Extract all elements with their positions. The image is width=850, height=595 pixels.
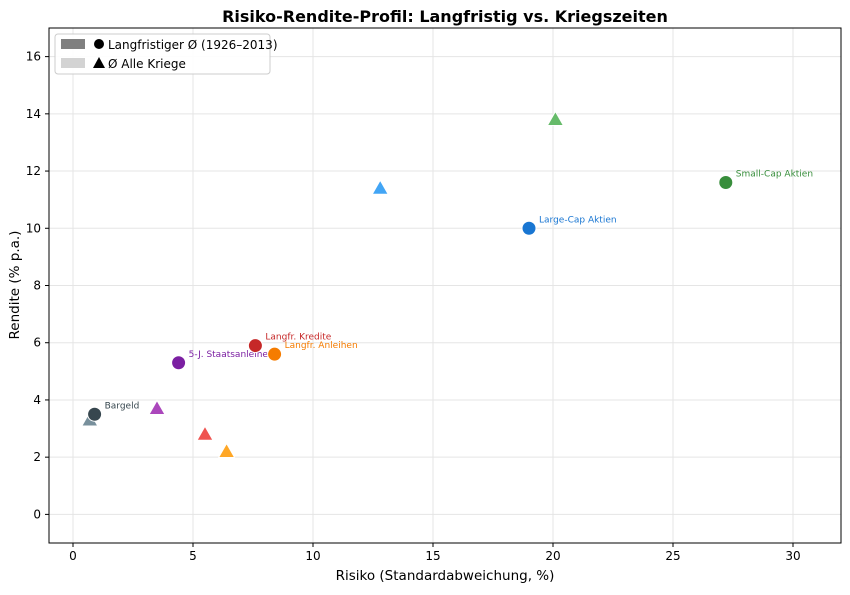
x-tick-label: 10 (305, 549, 320, 563)
chart-title: Risiko-Rendite-Profil: Langfristig vs. K… (222, 7, 668, 26)
data-points: Bargeld 5-J. Staatsanleihen Langfr. Kredit… (80, 110, 813, 458)
point-label: Langfr. Kredite (265, 333, 331, 343)
y-tick-label: 12 (26, 164, 41, 178)
longterm-point-circle (87, 406, 103, 422)
war-point-triangle (217, 442, 236, 458)
legend-swatch-longterm (61, 39, 85, 49)
x-axis-label: Risiko (Standardabweichung, %) (336, 568, 555, 584)
legend-circle-marker (94, 39, 104, 49)
war-point-triangle (546, 110, 565, 127)
longterm-point-circle (267, 346, 283, 362)
y-tick-label: 14 (26, 107, 41, 121)
longterm-point-circle (718, 175, 734, 190)
y-axis-label: Rendite (% p.a.) (7, 231, 23, 340)
y-tick-label: 6 (33, 336, 41, 350)
legend-triangle-marker (93, 57, 105, 68)
x-tick-label: 0 (69, 549, 77, 563)
legend-label-war: Ø Alle Kriege (108, 57, 186, 71)
y-tick-label: 2 (33, 450, 41, 464)
y-tick-label: 4 (33, 393, 41, 407)
longterm-point-circle (521, 220, 537, 236)
point-label: Large-Cap Aktien (539, 215, 617, 225)
longterm-point-circle (171, 355, 187, 371)
point-label: 5-J. Staatsanleihen (189, 350, 274, 360)
x-tick-label: 20 (545, 549, 560, 563)
legend-label-longterm: Langfristiger Ø (1926–2013) (108, 38, 278, 52)
y-tick-label: 16 (26, 50, 41, 64)
grid (49, 28, 841, 543)
longterm-point-circle (247, 338, 263, 354)
war-point-triangle (371, 179, 390, 195)
y-tick-label: 8 (33, 279, 41, 293)
legend: Langfristiger Ø (1926–2013) Ø Alle Krieg… (54, 33, 278, 75)
legend-box (54, 33, 271, 75)
x-tick-label: 25 (665, 549, 680, 563)
x-tick-label: 5 (189, 549, 197, 563)
x-tick-label: 15 (425, 549, 440, 563)
y-tick-label: 10 (26, 221, 41, 235)
point-label: Bargeld (105, 401, 140, 411)
point-label: Langfr. Anleihen (285, 341, 358, 351)
legend-swatch-war (61, 58, 85, 68)
ticks: 0 5 10 15 20 25 30 0 2 4 6 8 10 12 14 16 (26, 50, 801, 563)
x-tick-label: 30 (785, 549, 800, 563)
war-point-triangle (148, 399, 166, 416)
war-point-triangle (196, 425, 214, 441)
y-tick-label: 0 (33, 507, 41, 521)
point-label: Small-Cap Aktien (736, 170, 813, 180)
